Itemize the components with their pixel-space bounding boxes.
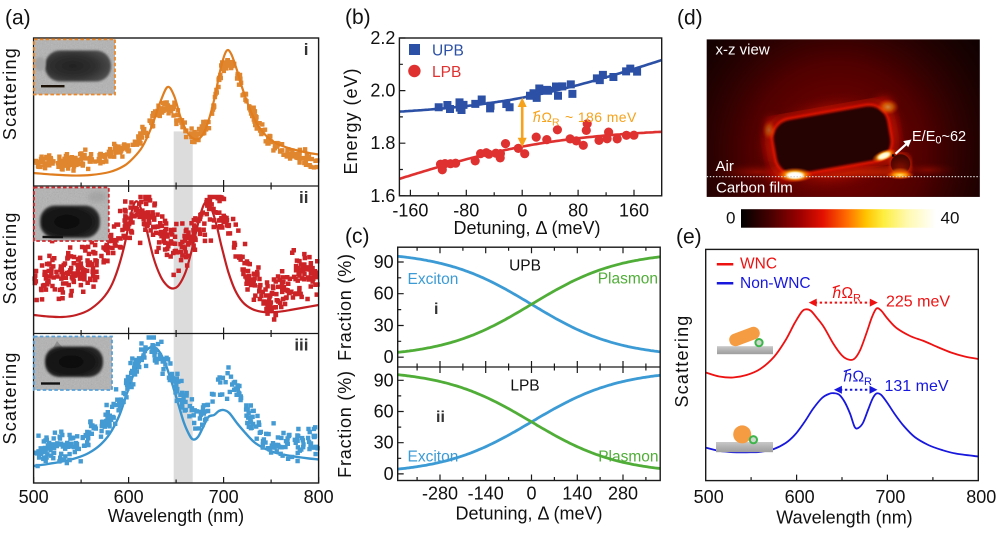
svg-text:i: i: [434, 301, 438, 318]
svg-text:Carbon film: Carbon film: [716, 180, 793, 197]
svg-text:Scattering: Scattering: [0, 351, 20, 444]
svg-text:Ω: Ω: [542, 109, 552, 125]
svg-text:2.2: 2.2: [370, 28, 395, 48]
svg-text:1.8: 1.8: [370, 133, 395, 153]
svg-text:(e): (e): [676, 226, 702, 249]
svg-text:R: R: [853, 292, 861, 304]
svg-text:0: 0: [726, 209, 735, 228]
svg-text:h: h: [833, 285, 842, 302]
svg-text:h: h: [533, 109, 541, 125]
svg-text:Non-WNC: Non-WNC: [740, 275, 811, 292]
svg-text:Wavelength (nm): Wavelength (nm): [108, 506, 244, 526]
svg-text:(b): (b): [345, 6, 371, 29]
svg-text:600: 600: [785, 487, 815, 507]
svg-text:90: 90: [374, 252, 394, 272]
svg-text:WNC: WNC: [740, 256, 777, 273]
svg-text:Exciton: Exciton: [408, 271, 459, 288]
svg-text:(d): (d): [677, 7, 703, 30]
svg-text:500: 500: [694, 487, 724, 507]
svg-text:600: 600: [114, 487, 144, 507]
svg-text:~ 186 meV: ~ 186 meV: [565, 109, 637, 125]
svg-text:UPB: UPB: [432, 43, 464, 60]
svg-text:Ω: Ω: [842, 285, 854, 302]
svg-text:80: 80: [568, 201, 588, 221]
svg-text:Detuning, Δ (meV): Detuning, Δ (meV): [453, 218, 600, 238]
svg-text:Scattering: Scattering: [0, 211, 20, 304]
svg-text:-160: -160: [392, 201, 428, 221]
svg-text:h: h: [844, 369, 853, 386]
svg-text:Scattering: Scattering: [0, 47, 20, 140]
svg-text:Plasmon: Plasmon: [598, 449, 658, 466]
svg-text:UPB: UPB: [509, 258, 541, 275]
svg-text:(a): (a): [5, 7, 31, 30]
svg-text:i: i: [304, 40, 309, 59]
svg-text:30: 30: [374, 433, 394, 453]
svg-text:60: 60: [374, 402, 394, 422]
svg-text:30: 30: [374, 316, 394, 336]
svg-text:ii: ii: [299, 188, 308, 207]
svg-text:-280: -280: [422, 484, 458, 504]
svg-text:x-z view: x-z view: [716, 42, 770, 59]
svg-text:0: 0: [517, 201, 527, 221]
svg-text:Scattering: Scattering: [672, 314, 692, 407]
svg-text:ii: ii: [436, 409, 445, 426]
svg-text:280: 280: [608, 484, 638, 504]
svg-text:140: 140: [562, 484, 592, 504]
svg-text:R: R: [552, 117, 560, 129]
svg-text:LPB: LPB: [432, 64, 461, 81]
svg-text:0: 0: [384, 347, 394, 367]
svg-text:2.0: 2.0: [370, 81, 395, 101]
svg-text:500: 500: [19, 487, 49, 507]
svg-text:E/E0~62: E/E0~62: [912, 129, 966, 147]
svg-text:1.6: 1.6: [370, 186, 395, 206]
svg-text:-80: -80: [453, 201, 479, 221]
svg-text:Detuning, Δ (meV): Detuning, Δ (meV): [455, 504, 602, 524]
svg-text:131 meV: 131 meV: [885, 378, 949, 395]
svg-text:800: 800: [304, 487, 334, 507]
svg-text:60: 60: [374, 284, 394, 304]
svg-text:225 meV: 225 meV: [886, 294, 950, 311]
svg-text:800: 800: [966, 487, 996, 507]
svg-text:40: 40: [941, 209, 960, 228]
svg-text:Plasmon: Plasmon: [598, 271, 658, 288]
svg-text:700: 700: [209, 487, 239, 507]
svg-text:0: 0: [384, 464, 394, 484]
svg-text:700: 700: [875, 487, 905, 507]
svg-text:-140: -140: [468, 484, 504, 504]
svg-text:(c): (c): [345, 225, 370, 248]
svg-text:LPB: LPB: [510, 378, 539, 395]
svg-text:Ω: Ω: [853, 369, 865, 386]
svg-text:90: 90: [374, 370, 394, 390]
svg-text:Exciton: Exciton: [408, 449, 459, 466]
svg-text:0: 0: [526, 484, 536, 504]
svg-text:Wavelength (nm): Wavelength (nm): [776, 508, 912, 528]
svg-text:iii: iii: [294, 336, 308, 355]
svg-text:Air: Air: [716, 158, 734, 175]
svg-text:160: 160: [619, 201, 649, 221]
svg-text:R: R: [864, 376, 872, 388]
svg-text:Fraction (%): Fraction (%): [335, 253, 355, 361]
svg-text:Fraction (%): Fraction (%): [335, 370, 355, 478]
svg-text:Energy (eV): Energy (eV): [341, 67, 361, 174]
